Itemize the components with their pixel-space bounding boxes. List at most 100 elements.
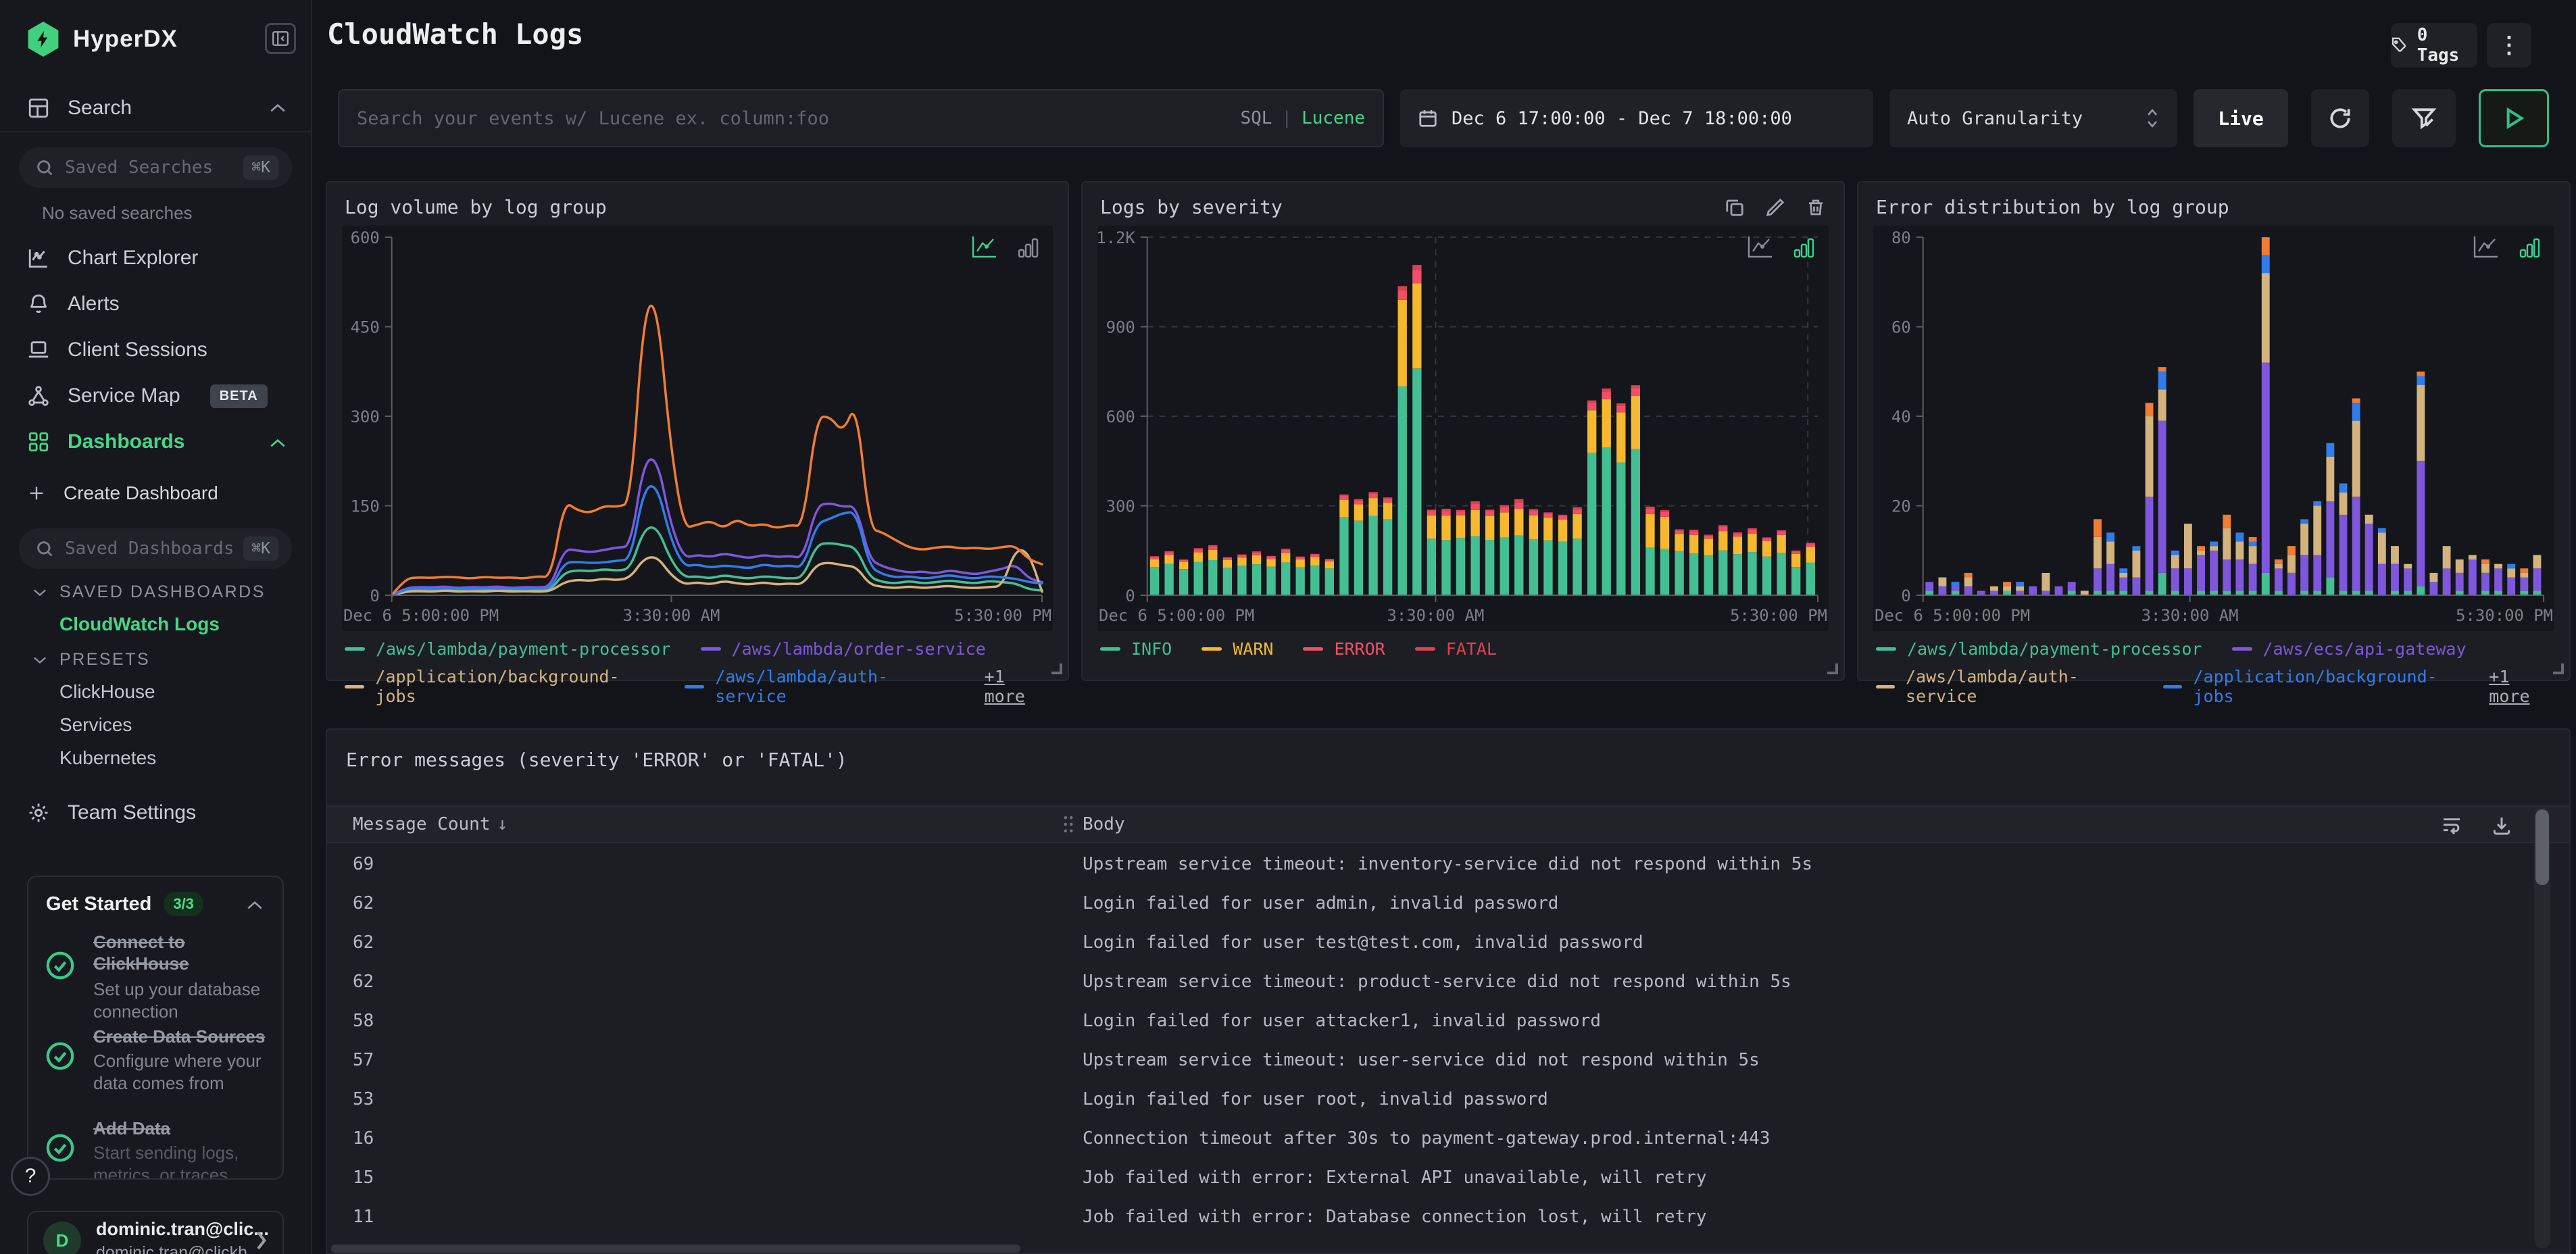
get-started-card: Get Started 3/3 Connect to ClickHouse Se… <box>27 876 284 1180</box>
sidebar-item-search[interactable]: Search <box>0 86 311 130</box>
sidebar-item-alerts[interactable]: Alerts <box>0 282 311 326</box>
preset-services[interactable]: Services <box>59 714 132 735</box>
chevron-up-icon <box>270 438 285 447</box>
bar-(+1 more) <box>2417 371 2425 376</box>
bar-view-toggle[interactable] <box>1788 234 1818 261</box>
legend-label: /application/background-jobs <box>375 667 620 706</box>
user-card[interactable]: D dominic.tran@clic... dominic.tran@clic… <box>27 1211 284 1254</box>
legend-item[interactable]: /application/background-jobs <box>2163 667 2459 706</box>
event-search-input[interactable] <box>357 107 1241 129</box>
wrap-text-icon[interactable] <box>2441 815 2462 836</box>
legend-item[interactable]: /aws/ecs/api-gateway <box>2231 639 2467 659</box>
horizontal-scrollbar-thumb[interactable] <box>331 1245 1020 1253</box>
bar-FATAL <box>1427 509 1437 511</box>
filter-button[interactable] <box>2392 89 2456 147</box>
line-view-toggle[interactable] <box>1745 234 1775 261</box>
line-view-toggle[interactable] <box>969 234 999 261</box>
download-icon[interactable] <box>2491 815 2512 836</box>
main-content: CloudWatch Logs 0 Tags ⋮ SQL | Lucene De… <box>312 0 2576 1254</box>
bar-/aws/lambda/auth-service <box>2481 563 2490 573</box>
lang-divider: | <box>1281 108 1293 128</box>
table-row[interactable]: 69 Upstream service timeout: inventory-se… <box>327 845 2569 884</box>
bar-/application/background-jobs <box>2158 371 2166 390</box>
resize-handle[interactable] <box>1827 663 1838 674</box>
saved-dashboards-search[interactable]: ⌘K <box>19 528 292 569</box>
get-started-header[interactable]: Get Started 3/3 <box>46 892 203 916</box>
legend-item[interactable]: FATAL <box>1414 639 1497 659</box>
line-view-toggle[interactable] <box>2471 234 2500 261</box>
help-button[interactable]: ? <box>11 1157 50 1196</box>
tags-label: 0 Tags <box>2417 25 2460 66</box>
run-query-button[interactable] <box>2479 89 2549 147</box>
preset-clickhouse[interactable]: ClickHouse <box>59 681 155 702</box>
legend-item[interactable]: /aws/lambda/payment-processor <box>345 639 671 659</box>
drag-handle-icon[interactable] <box>1061 815 1076 834</box>
delete-icon[interactable] <box>1806 197 1826 218</box>
saved-dashboards-input[interactable] <box>65 538 244 559</box>
table-row[interactable]: 58 Login failed for user attacker1, inval… <box>327 1001 2569 1040</box>
duplicate-icon[interactable] <box>1725 197 1745 218</box>
tags-button[interactable]: 0 Tags <box>2391 23 2477 68</box>
table-row[interactable]: 16 Connection timeout after 30s to paymen… <box>327 1119 2569 1158</box>
panel-title: Logs by severity <box>1100 196 1283 218</box>
table-row[interactable]: 62 Login failed for user test@test.com, i… <box>327 923 2569 962</box>
bar-ERROR <box>1762 538 1772 541</box>
time-range-picker[interactable]: Dec 6 17:00:00 - Dec 7 18:00:00 <box>1400 89 1873 147</box>
sidebar-item-team-settings[interactable]: Team Settings <box>0 791 311 834</box>
granularity-select[interactable]: Auto Granularity <box>1889 89 2177 147</box>
resize-handle[interactable] <box>1051 663 1062 674</box>
legend-item[interactable]: /aws/lambda/payment-processor <box>1876 639 2202 659</box>
sidebar-item-label: Dashboards <box>68 430 185 453</box>
saved-searches-input[interactable] <box>65 157 244 178</box>
column-header-body[interactable]: Body <box>1061 807 1125 842</box>
table-row[interactable]: 15 Job failed with error: External API un… <box>327 1158 2569 1197</box>
event-search-box[interactable]: SQL | Lucene <box>338 89 1384 147</box>
bar-FATAL <box>1383 497 1393 499</box>
sidebar-item-client-sessions[interactable]: Client Sessions <box>0 328 311 372</box>
series-/aws/lambda/order-service <box>390 458 1043 597</box>
legend-item[interactable]: /application/background-jobs <box>345 667 655 706</box>
scrollbar-thumb[interactable] <box>2535 809 2549 885</box>
presets-group[interactable]: PRESETS <box>32 650 150 670</box>
table-row[interactable]: 53 Login failed for user root, invalid pa… <box>327 1080 2569 1119</box>
refresh-button[interactable] <box>2311 89 2369 147</box>
table-row[interactable]: 62 Login failed for user admin, invalid p… <box>327 884 2569 923</box>
create-dashboard-button[interactable]: Create Dashboard <box>0 473 311 513</box>
more-menu-button[interactable]: ⋮ <box>2487 23 2531 68</box>
sidebar-collapse-button[interactable] <box>265 23 296 54</box>
sidebar-item-chart-explorer[interactable]: Chart Explorer <box>0 236 311 280</box>
legend-item[interactable]: ERROR <box>1303 639 1385 659</box>
saved-dashboard-cloudwatch-logs[interactable]: CloudWatch Logs <box>59 613 220 634</box>
bar-WARN <box>1572 513 1582 539</box>
legend-item[interactable]: INFO <box>1100 639 1172 659</box>
column-header-message-count[interactable]: Message Count ↓ <box>353 814 508 834</box>
sidebar-item-service-map[interactable]: Service Map BETA <box>0 374 311 418</box>
sidebar-item-dashboards[interactable]: Dashboards <box>0 420 311 463</box>
legend-item[interactable]: /aws/lambda/order-service <box>700 639 986 659</box>
saved-searches-search[interactable]: ⌘K <box>19 147 292 188</box>
edit-icon[interactable] <box>1765 197 1785 218</box>
legend-label: INFO <box>1131 639 1172 659</box>
resize-handle[interactable] <box>2553 663 2564 674</box>
sql-toggle[interactable]: SQL <box>1240 108 1272 128</box>
saved-dashboards-group[interactable]: SAVED DASHBOARDS <box>32 582 266 602</box>
bar-INFO <box>1529 539 1539 596</box>
legend-more-link[interactable]: +1 more <box>984 667 1025 706</box>
live-button[interactable]: Live <box>2194 89 2288 147</box>
legend-item[interactable]: /aws/lambda/auth-service <box>684 667 955 706</box>
legend-item[interactable]: WARN <box>1202 639 1273 659</box>
bar-ERROR <box>1660 511 1670 517</box>
preset-kubernetes[interactable]: Kubernetes <box>59 747 157 768</box>
svg-text:3:30:00 AM: 3:30:00 AM <box>2141 606 2239 625</box>
table-row[interactable]: 57 Upstream service timeout: user-service… <box>327 1040 2569 1080</box>
legend-more-link[interactable]: +1 more <box>2489 667 2530 706</box>
table-row[interactable]: 11 Job failed with error: Database connec… <box>327 1197 2569 1236</box>
bar-view-toggle[interactable] <box>2514 234 2544 261</box>
legend-item[interactable]: /aws/lambda/auth-service <box>1876 667 2133 706</box>
table-row[interactable]: 62 Upstream service timeout: product-serv… <box>327 962 2569 1001</box>
table-scrollbar[interactable] <box>2534 807 2550 1249</box>
bar-view-toggle[interactable] <box>1012 234 1042 261</box>
lucene-toggle[interactable]: Lucene <box>1302 108 1365 128</box>
bar-ERROR <box>1543 513 1553 518</box>
search-icon <box>37 160 53 176</box>
